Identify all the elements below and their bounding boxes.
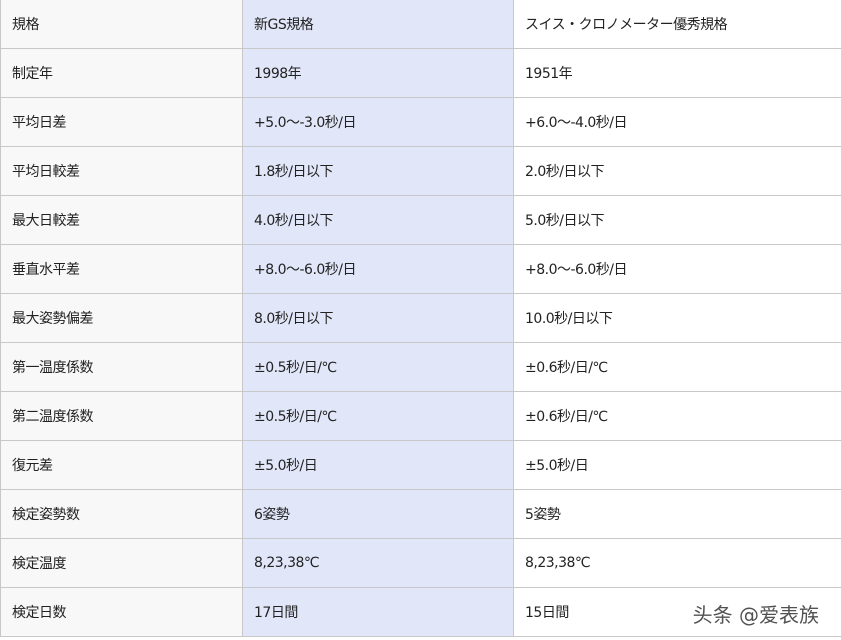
table-row: 平均日差 +5.0〜-3.0秒/日 +6.0〜-4.0秒/日 [0, 97, 841, 147]
table-row: 検定姿勢数 6姿勢 5姿勢 [0, 489, 841, 539]
swiss-cell: 10.0秒/日以下 [513, 293, 841, 343]
table-row: 制定年 1998年 1951年 [0, 48, 841, 98]
new-gs-cell: +8.0〜-6.0秒/日 [242, 244, 514, 294]
new-gs-cell: 4.0秒/日以下 [242, 195, 514, 245]
table-row: 復元差 ±5.0秒/日 ±5.0秒/日 [0, 440, 841, 490]
new-gs-cell: 1998年 [242, 48, 514, 98]
new-gs-cell: +5.0〜-3.0秒/日 [242, 97, 514, 147]
swiss-cell: 15日間 [513, 587, 841, 637]
header-row: 規格 新GS規格 スイス・クロノメーター優秀規格 [0, 0, 841, 49]
new-gs-cell: 6姿勢 [242, 489, 514, 539]
row-label-cell: 復元差 [0, 440, 243, 490]
row-label-cell: 制定年 [0, 48, 243, 98]
row-label-cell: 検定温度 [0, 538, 243, 588]
swiss-cell: スイス・クロノメーター優秀規格 [513, 0, 841, 49]
swiss-cell: 8,23,38℃ [513, 538, 841, 588]
swiss-cell: ±5.0秒/日 [513, 440, 841, 490]
row-label-cell: 第二温度係数 [0, 391, 243, 441]
table-row: 第二温度係数 ±0.5秒/日/℃ ±0.6秒/日/℃ [0, 391, 841, 441]
new-gs-cell: ±0.5秒/日/℃ [242, 391, 514, 441]
row-label-cell: 検定姿勢数 [0, 489, 243, 539]
new-gs-cell: 17日間 [242, 587, 514, 637]
table-row: 検定日数 17日間 15日間 [0, 587, 841, 637]
swiss-cell: 5.0秒/日以下 [513, 195, 841, 245]
watermark: 头条 @爱表族 [692, 603, 819, 627]
row-label-cell: 第一温度係数 [0, 342, 243, 392]
swiss-cell: +6.0〜-4.0秒/日 [513, 97, 841, 147]
table-row: 垂直水平差 +8.0〜-6.0秒/日 +8.0〜-6.0秒/日 [0, 244, 841, 294]
table-row: 最大日較差 4.0秒/日以下 5.0秒/日以下 [0, 195, 841, 245]
swiss-cell: 1951年 [513, 48, 841, 98]
row-label-cell: 規格 [0, 0, 243, 49]
table-row: 最大姿勢偏差 8.0秒/日以下 10.0秒/日以下 [0, 293, 841, 343]
new-gs-cell: 1.8秒/日以下 [242, 146, 514, 196]
swiss-cell: +8.0〜-6.0秒/日 [513, 244, 841, 294]
table-row: 第一温度係数 ±0.5秒/日/℃ ±0.6秒/日/℃ [0, 342, 841, 392]
table-row: 検定温度 8,23,38℃ 8,23,38℃ [0, 538, 841, 588]
row-label-cell: 最大日較差 [0, 195, 243, 245]
swiss-cell: 2.0秒/日以下 [513, 146, 841, 196]
new-gs-cell: ±0.5秒/日/℃ [242, 342, 514, 392]
row-label-cell: 最大姿勢偏差 [0, 293, 243, 343]
row-label-cell: 検定日数 [0, 587, 243, 637]
row-label-cell: 平均日較差 [0, 146, 243, 196]
row-label-cell: 平均日差 [0, 97, 243, 147]
swiss-cell: ±0.6秒/日/℃ [513, 342, 841, 392]
swiss-cell: 5姿勢 [513, 489, 841, 539]
row-label-cell: 垂直水平差 [0, 244, 243, 294]
new-gs-cell: 8.0秒/日以下 [242, 293, 514, 343]
swiss-cell: ±0.6秒/日/℃ [513, 391, 841, 441]
new-gs-cell: 8,23,38℃ [242, 538, 514, 588]
new-gs-cell: ±5.0秒/日 [242, 440, 514, 490]
new-gs-cell: 新GS規格 [242, 0, 514, 49]
table-row: 平均日較差 1.8秒/日以下 2.0秒/日以下 [0, 146, 841, 196]
